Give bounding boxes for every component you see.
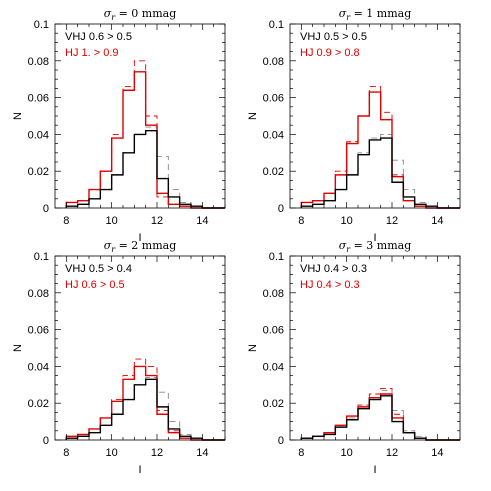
- x-tick-label: 12: [386, 215, 398, 227]
- title-sigma: σ: [339, 239, 347, 252]
- x-axis-label: I: [138, 464, 141, 476]
- title-subscript: r: [346, 245, 351, 254]
- y-tick-label: 0.06: [28, 93, 49, 105]
- histogram-series-3: [300, 393, 460, 441]
- panel-1: 0 0.02 0.04 0.06 0.08 0.1 8 10 12 14 I Nσr = 0 mmag…: [12, 7, 226, 244]
- y-tick-label: 0: [43, 435, 49, 447]
- histogram-series-4: [300, 395, 460, 441]
- title-subscript: r: [346, 13, 351, 22]
- histogram-series-2: [65, 126, 225, 209]
- legend-entry: VHJ 0.4 > 0.3: [300, 263, 367, 275]
- y-tick-label: 0.02: [263, 398, 284, 410]
- x-axis-label: I: [373, 232, 376, 244]
- legend-entry: VHJ 0.5 > 0.5: [300, 31, 367, 43]
- title-sigma: σ: [104, 7, 112, 20]
- y-tick-label: 0: [278, 203, 284, 215]
- legend-entry: HJ 0.4 > 0.3: [300, 279, 360, 291]
- y-tick-label: 0.02: [28, 166, 49, 178]
- panel-title: σr = 0 mmag: [104, 7, 177, 22]
- x-tick-label: 14: [431, 215, 443, 227]
- y-tick-label: 0.1: [34, 251, 49, 263]
- x-tick-label: 14: [196, 447, 208, 459]
- y-tick-label: 0.06: [28, 325, 49, 337]
- legend-entry: VHJ 0.6 > 0.5: [65, 31, 132, 43]
- x-axis-label: I: [373, 464, 376, 476]
- y-tick-label: 0.08: [263, 288, 284, 300]
- title-value: = 3 mmag: [350, 239, 411, 252]
- x-tick-label: 12: [151, 447, 163, 459]
- legend-entry: VHJ 0.5 > 0.4: [65, 263, 132, 275]
- x-tick-label: 14: [431, 447, 443, 459]
- y-tick-label: 0: [278, 435, 284, 447]
- panel-3: 0 0.02 0.04 0.06 0.08 0.1 8 10 12 14 I Nσr = 2 mmag…: [12, 239, 226, 476]
- histogram-series-2: [300, 133, 460, 209]
- y-tick-label: 0.1: [269, 19, 284, 31]
- y-tick-label: 0: [43, 203, 49, 215]
- x-axis-label: I: [138, 232, 141, 244]
- x-tick-label: 10: [341, 447, 353, 459]
- legend-entry: HJ 1. > 0.9: [65, 47, 119, 59]
- x-tick-label: 12: [386, 447, 398, 459]
- panel-title: σr = 1 mmag: [339, 7, 412, 22]
- x-tick-label: 8: [298, 215, 304, 227]
- y-axis-label: N: [12, 112, 24, 120]
- y-tick-label: 0.04: [28, 129, 49, 141]
- x-tick-label: 12: [151, 215, 163, 227]
- histogram-series-4: [65, 378, 225, 441]
- y-axis-label: N: [247, 344, 259, 352]
- y-tick-label: 0.1: [34, 19, 49, 31]
- title-subscript: r: [111, 245, 116, 254]
- panel-2: 0 0.02 0.04 0.06 0.08 0.1 8 10 12 14 I Nσr = 1 mmag…: [247, 7, 461, 244]
- histogram-series-3: [300, 91, 460, 209]
- y-tick-label: 0.04: [263, 361, 284, 373]
- x-tick-label: 10: [106, 447, 118, 459]
- legend-entry: HJ 0.9 > 0.8: [300, 47, 360, 59]
- y-tick-label: 0.06: [263, 93, 284, 105]
- y-axis-label: N: [247, 112, 259, 120]
- histogram-series-2: [65, 376, 225, 441]
- y-tick-label: 0.04: [28, 361, 49, 373]
- x-tick-label: 8: [63, 215, 69, 227]
- panel-4: 0 0.02 0.04 0.06 0.08 0.1 8 10 12 14 I Nσr = 3 mmag…: [247, 239, 461, 476]
- title-value: = 0 mmag: [115, 7, 176, 20]
- y-tick-label: 0.04: [263, 129, 284, 141]
- y-tick-label: 0.06: [263, 325, 284, 337]
- x-tick-label: 10: [106, 215, 118, 227]
- y-axis-label: N: [12, 344, 24, 352]
- x-tick-label: 8: [63, 447, 69, 459]
- y-tick-label: 0.1: [269, 251, 284, 263]
- panel-title: σr = 2 mmag: [104, 239, 177, 254]
- histogram-series-4: [65, 130, 225, 209]
- panel-title: σr = 3 mmag: [339, 239, 412, 254]
- title-sigma: σ: [104, 239, 112, 252]
- x-tick-label: 14: [196, 215, 208, 227]
- histogram-series-3: [65, 71, 225, 209]
- y-tick-label: 0.08: [263, 56, 284, 68]
- legend-entry: HJ 0.6 > 0.5: [65, 279, 125, 291]
- title-value: = 2 mmag: [115, 239, 176, 252]
- y-tick-label: 0.08: [28, 288, 49, 300]
- x-tick-label: 8: [298, 447, 304, 459]
- title-subscript: r: [111, 13, 116, 22]
- histogram-series-4: [300, 137, 460, 209]
- x-tick-label: 10: [341, 215, 353, 227]
- y-tick-label: 0.02: [28, 398, 49, 410]
- y-tick-label: 0.02: [263, 166, 284, 178]
- y-tick-label: 0.08: [28, 56, 49, 68]
- title-value: = 1 mmag: [350, 7, 411, 20]
- title-sigma: σ: [339, 7, 347, 20]
